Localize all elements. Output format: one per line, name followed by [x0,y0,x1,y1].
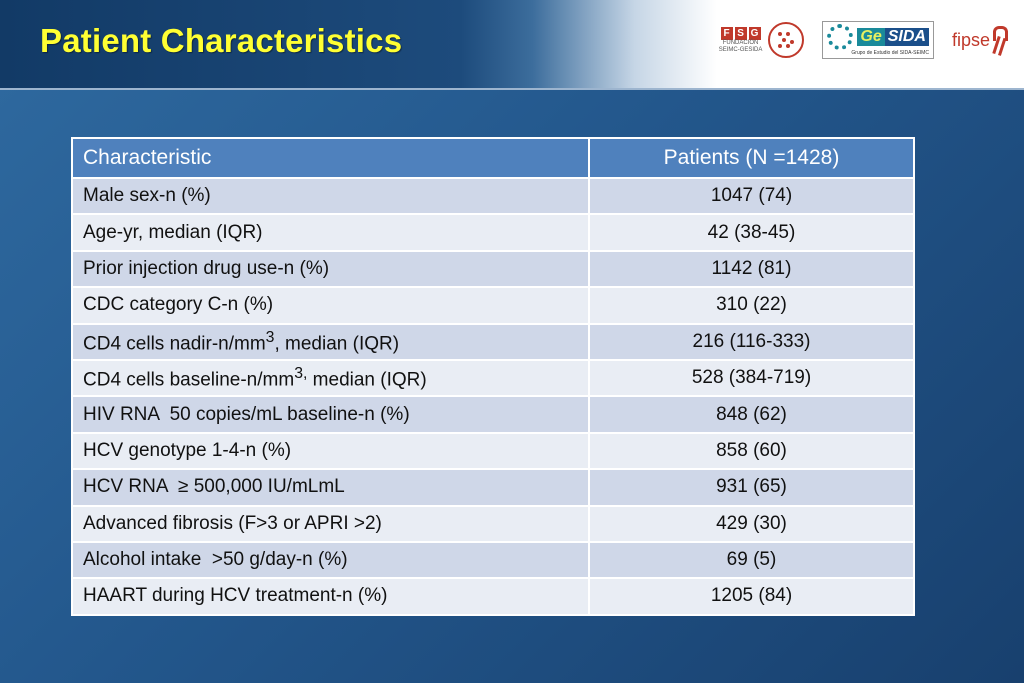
red-ribbon-icon [992,26,1008,54]
fsg-letter: G [748,26,761,40]
row-value: 858 (60) [588,431,915,471]
row-label: Prior injection drug use-n (%) [71,249,590,289]
row-label: HCV genotype 1-4-n (%) [71,431,590,471]
column-header-characteristic: Characteristic [71,137,590,179]
row-label: HAART during HCV treatment-n (%) [71,577,590,616]
row-value: 1142 (81) [588,249,915,289]
row-value: 1047 (74) [588,176,915,216]
column-header-patients: Patients (N =1428) [588,137,915,179]
patient-characteristics-table: Characteristic Patients (N =1428) Male s… [71,137,915,616]
row-label-text: , median (IQR) [274,332,400,354]
row-label: Male sex-n (%) [71,176,590,216]
row-value: 69 (5) [588,540,915,580]
gesida-right-text: SIDA [884,28,929,46]
row-label: Alcohol intake >50 g/day-n (%) [71,540,590,580]
row-value: 848 (62) [588,395,915,434]
fsg-subtitle: SEIMC-GESIDA [718,46,763,53]
table-header-row: Characteristic Patients (N =1428) [71,137,915,179]
table-row: HAART during HCV treatment-n (%) 1205 (8… [71,577,915,616]
row-label-superscript: 3, [294,364,308,382]
table-row: Advanced fibrosis (F>3 or APRI >2) 429 (… [71,504,915,543]
fsg-letter: F [720,26,733,40]
slide-header: Patient Characteristics F S G FUNDACIÓN … [0,0,1024,90]
row-label-superscript: 3 [265,328,275,346]
fipse-text: fipse [951,29,990,50]
row-label: CD4 cells nadir-n/mm3, median (IQR) [71,322,590,361]
row-value: 931 (65) [588,468,915,507]
table-row: Male sex-n (%) 1047 (74) [71,176,915,216]
row-value: 310 (22) [588,286,915,325]
table-row: CD4 cells nadir-n/mm3, median (IQR) 216 … [71,322,915,361]
row-value: 528 (384-719) [588,358,915,398]
row-label-text: CD4 cells nadir-n/mm [83,332,266,354]
row-label: HCV RNA ≥ 500,000 IU/mLmL [71,468,590,507]
row-label-text: median (IQR) [307,369,427,391]
row-label: Advanced fibrosis (F>3 or APRI >2) [71,504,590,543]
table-row: CDC category C-n (%) 310 (22) [71,286,915,325]
table-row: Alcohol intake >50 g/day-n (%) 69 (5) [71,540,915,580]
gesida-subtitle: Grupo de Estudio del SIDA-SEIMC [851,50,929,56]
slide-title: Patient Characteristics [40,22,403,59]
logo-strip: F S G FUNDACIÓN SEIMC-GESIDA Ge SIDA Gru… [719,18,1008,62]
table-row: Age-yr, median (IQR) 42 (38-45) [71,213,915,252]
fipse-logo: fipse [951,26,1008,54]
fsg-letter: S [734,26,747,40]
fsg-subtitle: FUNDACIÓN [722,39,759,46]
row-label: CD4 cells baseline-n/mm3, median (IQR) [71,358,590,398]
table-row: CD4 cells baseline-n/mm3, median (IQR) 5… [71,358,915,398]
table-row: HCV genotype 1-4-n (%) 858 (60) [71,431,915,471]
table-row: HIV RNA 50 copies/mL baseline-n (%) 848 … [71,395,915,434]
row-value: 216 (116-333) [588,322,915,361]
row-value: 42 (38-45) [588,213,915,252]
row-label: HIV RNA 50 copies/mL baseline-n (%) [71,395,590,434]
row-label: CDC category C-n (%) [71,286,590,325]
fsg-emblem-icon [768,22,805,58]
gesida-ring-icon [827,24,854,50]
row-value: 429 (30) [588,504,915,543]
gesida-left-text: Ge [857,28,885,46]
row-value: 1205 (84) [588,577,915,616]
table-row: HCV RNA ≥ 500,000 IU/mLmL 931 (65) [71,468,915,507]
row-label-text: CD4 cells baseline-n/mm [83,369,295,391]
fsg-logo: F S G FUNDACIÓN SEIMC-GESIDA [719,22,805,58]
row-label: Age-yr, median (IQR) [71,213,590,252]
gesida-logo: Ge SIDA Grupo de Estudio del SIDA-SEIMC [822,21,934,59]
table-row: Prior injection drug use-n (%) 1142 (81) [71,249,915,289]
